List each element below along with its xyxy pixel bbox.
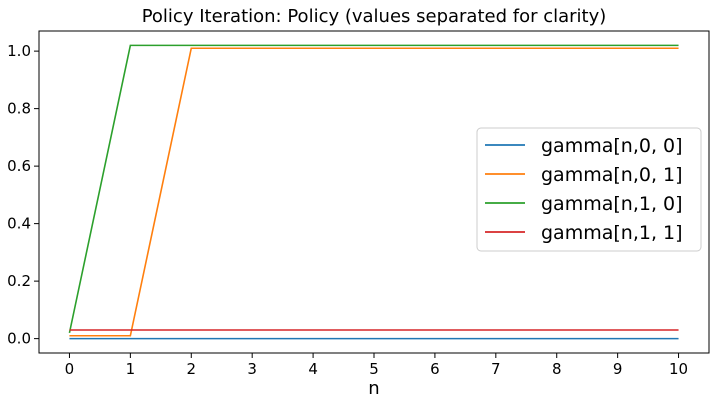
x-tick-label: 5 xyxy=(369,360,379,378)
x-axis-label: n xyxy=(368,378,379,399)
x-axis: 0 1 2 3 4 5 6 7 8 9 10 xyxy=(65,353,688,378)
x-tick-label: 8 xyxy=(552,360,562,378)
legend-label: gamma[n,1, 1] xyxy=(541,222,683,244)
x-tick-label: 3 xyxy=(247,360,257,378)
legend-label: gamma[n,0, 1] xyxy=(541,164,683,186)
y-tick-label: 0.2 xyxy=(7,272,31,290)
plot-lines xyxy=(68,44,679,340)
x-tick-label: 2 xyxy=(186,360,196,378)
legend-label: gamma[n,1, 0] xyxy=(541,193,683,215)
x-tick-label: 6 xyxy=(430,360,440,378)
y-tick-label: 0.8 xyxy=(7,100,31,118)
y-tick-label: 0.4 xyxy=(7,215,31,233)
x-tick-label: 4 xyxy=(308,360,318,378)
x-tick-label: 7 xyxy=(491,360,501,378)
chart-title: Policy Iteration: Policy (values separat… xyxy=(142,6,607,27)
y-tick-label: 0.0 xyxy=(7,330,31,348)
legend: gamma[n,0, 0] gamma[n,0, 1] gamma[n,1, 0] g… xyxy=(476,127,702,252)
x-tick-label: 10 xyxy=(669,360,688,378)
series-line-1 xyxy=(69,47,679,337)
series-line-2 xyxy=(68,44,679,334)
y-axis: 0.0 0.2 0.4 0.6 0.8 1.0 xyxy=(7,42,39,348)
x-tick-label: 9 xyxy=(613,360,623,378)
legend-label: gamma[n,0, 0] xyxy=(541,135,683,157)
y-tick-label: 1.0 xyxy=(7,42,31,60)
y-tick-label: 0.6 xyxy=(7,157,31,175)
x-tick-label: 1 xyxy=(126,360,136,378)
legend-box xyxy=(476,127,702,252)
x-tick-label: 0 xyxy=(65,360,75,378)
